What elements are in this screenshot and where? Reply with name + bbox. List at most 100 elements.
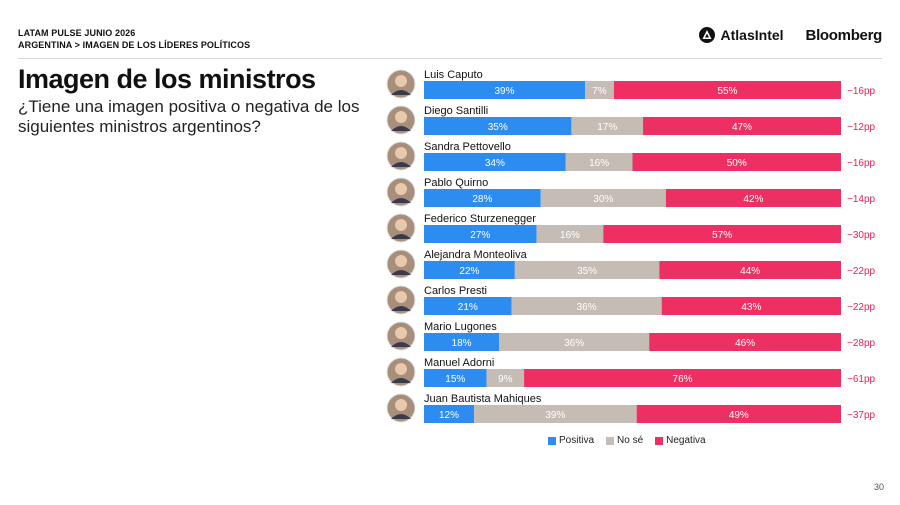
net-value: −37pp <box>847 410 876 421</box>
data-label: 35% <box>577 266 597 277</box>
data-label: 49% <box>729 410 749 421</box>
chart-title: Imagen de los ministros <box>18 64 316 94</box>
data-label: 43% <box>741 302 761 313</box>
data-label: 76% <box>673 374 693 385</box>
avatar-photo <box>386 177 416 207</box>
data-label: 16% <box>560 230 580 241</box>
category-label: Pablo Quirno <box>424 177 488 189</box>
bar-segment-negativa <box>643 117 841 135</box>
net-value: −14pp <box>847 194 876 205</box>
brand-logos: AtlasIntel Bloomberg <box>698 26 882 44</box>
category-label: Luis Caputo <box>424 69 483 81</box>
bar-segment-no-se <box>571 117 644 135</box>
legend-item-positiva: Positiva <box>548 435 594 446</box>
data-label: 34% <box>485 158 505 169</box>
bar-segment-no-se <box>585 81 614 99</box>
legend-label-no-se: No sé <box>617 435 644 446</box>
data-label: 9% <box>498 374 513 385</box>
avatar-photo <box>386 321 416 351</box>
chart-subtitle: ¿Tiene una imagen positiva o negativa de… <box>18 97 360 136</box>
bar-segment-positiva <box>424 225 537 243</box>
data-label: 15% <box>445 374 465 385</box>
avatar-photo <box>386 105 416 135</box>
bar-segment-no-se <box>511 297 662 315</box>
data-label: 18% <box>452 338 472 349</box>
avatar-photo <box>386 357 416 387</box>
net-value: −22pp <box>847 302 876 313</box>
category-label: Sandra Pettovello <box>424 141 511 153</box>
category-label: Manuel Adorni <box>424 357 494 369</box>
avatar-photo <box>386 69 416 99</box>
data-label: 50% <box>727 158 747 169</box>
bar-segment-no-se <box>486 369 525 387</box>
bar-segment-no-se <box>536 225 604 243</box>
avatar-photo <box>386 249 416 279</box>
bar-segment-positiva <box>424 261 515 279</box>
atlasintel-logo: AtlasIntel <box>698 26 784 44</box>
bar-segment-positiva <box>424 153 566 171</box>
bar-segment-negativa <box>659 261 841 279</box>
net-value: −16pp <box>847 86 876 97</box>
bar-segment-positiva <box>424 117 572 135</box>
chart-legend: Positiva No sé Negativa <box>548 435 706 446</box>
atlasintel-logo-icon <box>698 27 715 43</box>
legend-label-positiva: Positiva <box>559 435 595 446</box>
category-label: Carlos Presti <box>424 285 487 297</box>
data-label: 35% <box>488 122 508 133</box>
bloomberg-logo: Bloomberg <box>805 26 883 44</box>
data-label: 22% <box>459 266 479 277</box>
data-label: 57% <box>712 230 732 241</box>
bar-segment-no-se <box>474 405 637 423</box>
bar-segment-negativa <box>649 333 841 351</box>
bar-segment-positiva <box>424 333 500 351</box>
bar-segment-no-se <box>514 261 660 279</box>
net-value: −12pp <box>847 122 876 133</box>
legend-swatch-negativa <box>655 436 664 445</box>
net-value: −22pp <box>847 266 876 277</box>
data-label: 44% <box>740 266 760 277</box>
legend-swatch-no-se <box>606 436 615 445</box>
avatar-photo <box>386 141 416 171</box>
avatar-photo <box>386 285 416 315</box>
category-label: Alejandra Monteoliva <box>424 249 528 261</box>
data-label: 27% <box>470 230 490 241</box>
data-label: 55% <box>717 86 737 97</box>
data-label: 39% <box>545 410 565 421</box>
bar-segment-no-se <box>565 153 633 171</box>
bar-segment-negativa <box>524 369 841 387</box>
report-title-line: LATAM PULSE JUNIO 2026 <box>18 28 136 38</box>
category-label: Diego Santilli <box>424 105 488 117</box>
data-label: 17% <box>597 122 617 133</box>
data-label: 36% <box>564 338 584 349</box>
bar-segment-negativa <box>603 225 841 243</box>
report-header: LATAM PULSE JUNIO 2026 ARGENTINA > IMAGE… <box>18 27 250 51</box>
data-label: 28% <box>472 194 492 205</box>
legend-item-no-se: No sé <box>606 435 643 446</box>
data-label: 42% <box>743 194 763 205</box>
net-value: −61pp <box>847 374 876 385</box>
data-label: 16% <box>589 158 609 169</box>
breadcrumb: ARGENTINA > IMAGEN DE LOS LÍDERES POLÍTI… <box>18 40 251 50</box>
bar-segment-positiva <box>424 81 586 99</box>
header-divider <box>18 58 882 59</box>
data-label: 47% <box>732 122 752 133</box>
bar-segment-negativa <box>661 297 841 315</box>
data-label: 12% <box>439 410 459 421</box>
bar-segment-no-se <box>499 333 650 351</box>
data-label: 21% <box>458 302 478 313</box>
bar-segment-negativa <box>636 405 841 423</box>
net-value: −28pp <box>847 338 876 349</box>
bar-segment-negativa <box>613 81 841 99</box>
data-label: 39% <box>495 86 515 97</box>
net-value: −30pp <box>847 230 876 241</box>
category-label: Federico Sturzenegger <box>424 213 536 225</box>
bar-segment-negativa <box>665 189 841 207</box>
bar-segment-negativa <box>632 153 841 171</box>
data-label: 7% <box>592 86 607 97</box>
bar-segment-positiva <box>424 369 487 387</box>
atlasintel-wordmark: AtlasIntel <box>720 27 784 43</box>
legend-label-negativa: Negativa <box>666 435 706 446</box>
bar-segment-positiva <box>424 405 475 423</box>
category-label: Mario Lugones <box>424 321 497 333</box>
